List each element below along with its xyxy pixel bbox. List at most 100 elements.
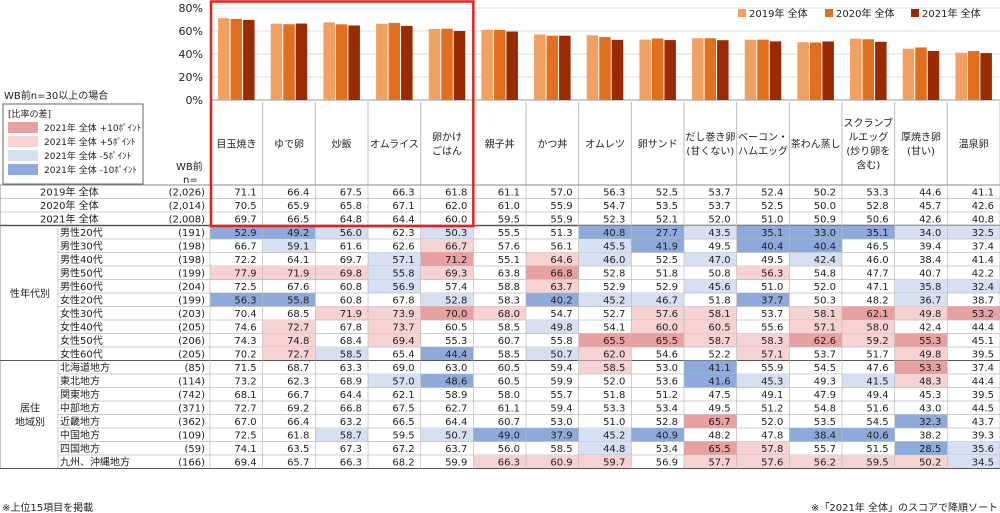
row-n: (206) <box>178 336 205 347</box>
cell-value: 54.7 <box>603 201 625 212</box>
cell-highlight <box>684 279 737 293</box>
cell-value: 67.5 <box>392 404 414 415</box>
bar <box>809 42 822 100</box>
group-label: 性年代別 <box>10 287 50 300</box>
bar <box>453 31 466 100</box>
cell-value: 44.8 <box>603 444 625 455</box>
cell-highlight <box>210 225 263 239</box>
cell-highlight <box>789 428 842 442</box>
cell-value: 50.7 <box>445 431 467 442</box>
cell-value: 51.0 <box>761 282 783 293</box>
cell-value: 60.5 <box>498 377 520 388</box>
bar <box>902 48 915 100</box>
cell-value: 66.7 <box>445 242 467 253</box>
bar <box>388 22 401 100</box>
cell-value: 51.6 <box>866 404 888 415</box>
cell-value: 53.5 <box>656 201 678 212</box>
cell-value: 44.6 <box>919 188 941 199</box>
cell-value: 65.7 <box>708 417 730 428</box>
cell-value: 36.7 <box>919 296 941 307</box>
cell-value: 65.8 <box>340 201 362 212</box>
cell-value: 71.2 <box>445 255 467 266</box>
cell-value: 53.4 <box>656 404 678 415</box>
bar <box>862 39 875 100</box>
row-n: (205) <box>178 350 205 361</box>
cell-value: 54.8 <box>814 269 836 280</box>
cell-value: 47.8 <box>761 431 783 442</box>
bar <box>428 28 441 100</box>
cell-value: 69.2 <box>287 404 309 415</box>
row-n: (199) <box>178 269 205 280</box>
cell-value: 65.5 <box>656 336 678 347</box>
cell-value: 57.1 <box>761 350 783 361</box>
category-label: 目玉焼き <box>216 139 256 151</box>
cell-value: 44.5 <box>972 404 994 415</box>
category-label: オムライス <box>370 139 419 151</box>
cell-value: 44.4 <box>972 323 994 334</box>
category-label: かつ丼 <box>537 138 567 151</box>
cell-highlight <box>684 414 737 428</box>
bar <box>915 47 927 100</box>
bar-plot <box>218 18 992 101</box>
cell-value: 41.9 <box>656 242 678 253</box>
cell-value: 50.6 <box>866 215 888 226</box>
cell-value: 61.6 <box>340 242 362 253</box>
cell-highlight <box>684 306 737 320</box>
cell-value: 61.8 <box>287 431 309 442</box>
cell-value: 72.7 <box>287 350 309 361</box>
row-n: (59) <box>184 444 205 455</box>
cell-highlight <box>526 320 579 334</box>
cell-value: 50.8 <box>708 269 730 280</box>
cell-value: 54.5 <box>814 363 836 374</box>
bar <box>850 38 862 100</box>
bar <box>757 39 769 100</box>
row-n: (2,026) <box>169 188 206 199</box>
cell-value: 53.0 <box>656 363 678 374</box>
row-n: (371) <box>178 404 205 415</box>
cell-value: 49.8 <box>550 323 572 334</box>
category-label: 親子丼 <box>485 138 515 151</box>
bar <box>980 53 992 100</box>
cell-value: 49.5 <box>708 242 730 253</box>
cell-highlight <box>631 239 684 253</box>
cell-value: 67.2 <box>392 444 414 455</box>
cell-value: 35.1 <box>866 228 888 239</box>
cell-value: 38.4 <box>919 255 941 266</box>
row-n: (191) <box>178 228 205 239</box>
cell-value: 61.0 <box>498 201 520 212</box>
cell-value: 47.9 <box>814 390 836 401</box>
cell-value: 56.2 <box>814 458 836 469</box>
cell-value: 52.8 <box>445 296 467 307</box>
row-label: 2019年 全体 <box>40 186 99 199</box>
cell-value: 64.4 <box>392 215 414 226</box>
bar <box>586 35 599 100</box>
cell-highlight <box>631 333 684 347</box>
cell-value: 45.1 <box>972 336 994 347</box>
bar <box>611 39 624 100</box>
cell-value: 62.0 <box>445 201 467 212</box>
category-label: 卵かけごはん <box>432 132 462 158</box>
bar <box>401 25 413 100</box>
cell-value: 43.7 <box>972 417 994 428</box>
cell-value: 64.8 <box>340 215 362 226</box>
cell-highlight <box>262 320 316 334</box>
cell-value: 52.0 <box>603 377 625 388</box>
cell-value: 60.5 <box>708 323 730 334</box>
row-label: 近畿地方 <box>60 415 100 428</box>
cell-highlight <box>736 266 790 280</box>
cell-value: 49.1 <box>761 390 783 401</box>
cell-highlight <box>578 252 632 266</box>
cell-highlight <box>736 239 790 253</box>
cell-value: 65.9 <box>287 201 309 212</box>
row-label: 男性30代 <box>60 240 103 253</box>
cell-value: 50.2 <box>919 458 941 469</box>
row-label: 男性50代 <box>60 267 103 280</box>
cell-value: 38.4 <box>814 431 836 442</box>
row-label: 2020年 全体 <box>40 199 99 212</box>
cell-value: 66.4 <box>287 188 309 199</box>
cell-value: 53.4 <box>656 444 678 455</box>
cell-value: 46.5 <box>866 242 888 253</box>
cell-value: 60.5 <box>445 323 467 334</box>
category-label: 茶わん蒸し <box>791 138 841 151</box>
legend-label: 2020年 全体 <box>836 7 895 20</box>
